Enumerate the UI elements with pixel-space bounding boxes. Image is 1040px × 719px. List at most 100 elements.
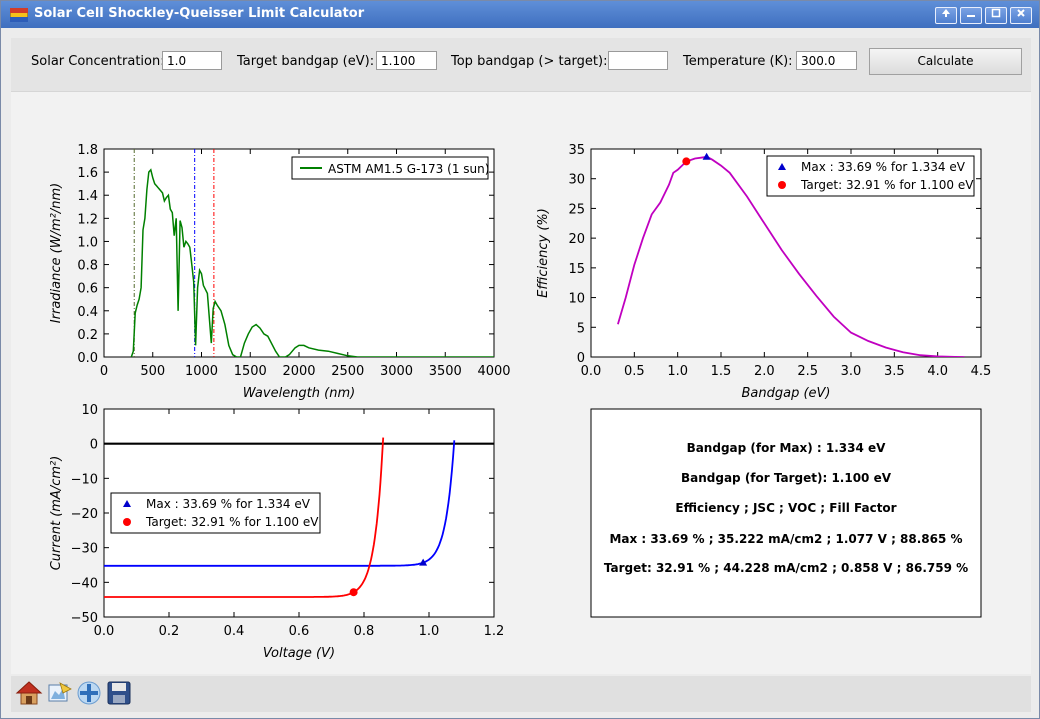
- legend-box: [291, 156, 489, 180]
- concentration-label: Solar Concentration:: [31, 54, 165, 69]
- y-tick-label: 0.4: [77, 305, 98, 320]
- top-bandgap-input[interactable]: [608, 51, 668, 70]
- x-tick-label: 4.5: [971, 364, 992, 379]
- max-point: [702, 152, 711, 160]
- y-tick-label: 1.8: [77, 143, 98, 158]
- legend-label: Max : 33.69 % for 1.334 eV: [801, 160, 966, 174]
- bandgap-input[interactable]: 1.100: [376, 51, 437, 70]
- y-tick-label: 5: [577, 321, 585, 336]
- y-tick-label: 10: [568, 292, 585, 307]
- temperature-input[interactable]: 300.0: [796, 51, 857, 70]
- y-tick-label: 25: [568, 202, 585, 217]
- x-tick-label: 4.0: [927, 364, 948, 379]
- x-tick-label: 3500: [429, 364, 462, 379]
- results-bandgap-max: Bandgap (for Max) : 1.334 eV: [687, 441, 887, 455]
- calculate-button[interactable]: Calculate: [869, 48, 1022, 75]
- x-tick-label: 500: [140, 364, 165, 379]
- spectrum-line: [130, 168, 494, 357]
- x-tick-label: 1.5: [711, 364, 732, 379]
- efficiency-line: [617, 155, 965, 357]
- plot-area: [103, 148, 495, 358]
- y-tick-label: 1.0: [77, 235, 98, 250]
- x-tick-label: 1.2: [484, 624, 505, 639]
- x-tick-label: 0: [100, 364, 108, 379]
- results-max-line: Max : 33.69 % ; 35.222 mA/cm2 ; 1.077 V …: [609, 532, 962, 546]
- legend-marker: [123, 500, 131, 507]
- x-tick-label: 2500: [331, 364, 364, 379]
- y-axis-label: Irradiance (W/m²/nm): [49, 183, 64, 323]
- y-tick-label: −10: [71, 472, 98, 487]
- y-tick-label: 20: [568, 232, 585, 247]
- x-tick-label: 0.6: [289, 624, 310, 639]
- bandgap-label: Target bandgap (eV):: [237, 54, 375, 69]
- jv-curve-max: [104, 440, 456, 567]
- maximize-button[interactable]: [985, 7, 1007, 24]
- legend-box: [110, 492, 321, 534]
- x-tick-label: 0.5: [624, 364, 645, 379]
- arrow-up-icon: [942, 9, 950, 17]
- y-tick-label: 0.2: [77, 328, 98, 343]
- results-target-line: Target: 32.91 % ; 44.228 mA/cm2 ; 0.858 …: [604, 561, 968, 575]
- close-icon: [1017, 9, 1025, 17]
- y-tick-label: 0.0: [77, 351, 98, 366]
- legend-marker: [123, 518, 131, 526]
- minimize-icon: [967, 15, 975, 17]
- y-tick-label: 15: [568, 262, 585, 277]
- x-axis-label: Bandgap (eV): [741, 386, 830, 401]
- legend-marker: [778, 163, 786, 170]
- x-tick-label: 3.0: [841, 364, 862, 379]
- y-axis-label: Efficiency (%): [536, 208, 551, 298]
- x-axis-label: Voltage (V): [263, 646, 335, 661]
- shade-button[interactable]: [935, 7, 957, 24]
- window-title: Solar Cell Shockley-Queisser Limit Calcu…: [34, 6, 365, 21]
- max-point: [419, 558, 428, 566]
- save-icon[interactable]: [105, 679, 133, 707]
- concentration-input[interactable]: 1.0: [162, 51, 222, 70]
- x-tick-label: 3000: [380, 364, 413, 379]
- navigation-toolbar: [11, 676, 1031, 712]
- minimize-button[interactable]: [960, 7, 982, 24]
- y-tick-label: 35: [568, 143, 585, 158]
- figure-svg: 0 500 1000 1500 2000 2500 3000 3500 40000.00.20.…: [49, 143, 992, 661]
- legend-marker: [778, 181, 786, 189]
- y-tick-label: 10: [81, 403, 98, 418]
- close-button[interactable]: [1010, 7, 1032, 24]
- figure-canvas: 0 500 1000 1500 2000 2500 3000 3500 4000 0.0 0.2 0.…: [11, 92, 1031, 674]
- y-tick-label: 0.6: [77, 282, 98, 297]
- x-tick-label: 0.4: [224, 624, 245, 639]
- target-point: [349, 588, 358, 597]
- x-tick-label: 1500: [234, 364, 267, 379]
- x-tick-label: 0.8: [354, 624, 375, 639]
- y-tick-label: 30: [568, 173, 585, 188]
- x-tick-label: 0.2: [159, 624, 180, 639]
- y-tick-label: 1.6: [77, 166, 98, 181]
- results-box: [590, 408, 982, 618]
- x-tick-label: 1.0: [419, 624, 440, 639]
- y-tick-label: 1.2: [77, 212, 98, 227]
- x-tick-label: 0.0: [581, 364, 602, 379]
- maximize-icon: [991, 8, 1001, 18]
- back-icon[interactable]: [45, 679, 73, 707]
- home-icon[interactable]: [15, 679, 43, 707]
- y-tick-label: −30: [71, 542, 98, 557]
- x-tick-label: 1.0: [667, 364, 688, 379]
- x-tick-label: 3.5: [884, 364, 905, 379]
- title-bar[interactable]: Solar Cell Shockley-Queisser Limit Calcu…: [1, 1, 1039, 28]
- x-tick-label: 2.0: [754, 364, 775, 379]
- y-axis-label: Current (mA/cm²): [49, 456, 64, 571]
- x-tick-label: 1000: [185, 364, 218, 379]
- y-tick-label: −50: [71, 611, 98, 626]
- y-tick-label: −40: [71, 576, 98, 591]
- x-axis-label: Wavelength (nm): [243, 386, 355, 401]
- legend-box: [766, 155, 975, 197]
- results-header: Efficiency ; JSC ; VOC ; Fill Factor: [675, 501, 896, 515]
- results-bandgap-target: Bandgap (for Target): 1.100 eV: [681, 471, 892, 485]
- app-icon: [10, 8, 28, 22]
- y-tick-label: 0: [577, 351, 585, 366]
- jv-curve-target: [104, 437, 385, 598]
- y-tick-label: 0.8: [77, 259, 98, 274]
- legend-label: Target: 32.91 % for 1.100 eV: [145, 515, 319, 529]
- legend-label: Target: 32.91 % for 1.100 eV: [800, 178, 974, 192]
- pan-icon[interactable]: [75, 679, 103, 707]
